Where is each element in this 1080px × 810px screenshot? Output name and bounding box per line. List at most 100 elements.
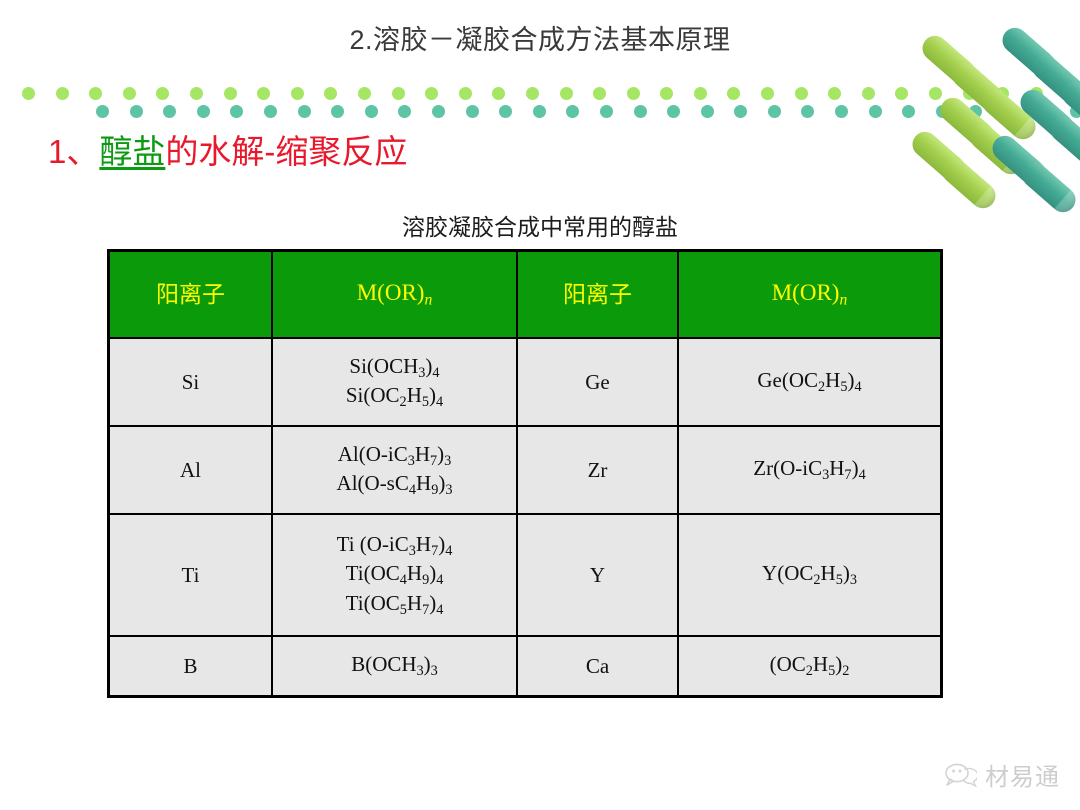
column-header-formula-label: M(OR)n	[771, 280, 848, 308]
decorative-dot	[835, 105, 849, 118]
decorative-capsule	[977, 84, 1041, 145]
decorative-dot	[492, 87, 506, 100]
formula-line: Ti(OC4H9)4	[345, 561, 444, 589]
decorative-dot	[263, 105, 277, 118]
decorative-dot	[89, 87, 103, 100]
decorative-dot	[1029, 87, 1043, 100]
decorative-dot	[996, 87, 1010, 100]
decorative-dot	[566, 105, 580, 118]
dot-row-lower	[96, 105, 1080, 118]
formula-line: Ti(OC5H7)4	[345, 590, 444, 618]
table-row: Ti Ti (O-iC3H7)4 Ti(OC4H9)4 Ti(OC5H7)4 Y Y(OC…	[107, 513, 943, 637]
decorative-dot	[22, 87, 35, 100]
table-header-row: 阳离子 M(OR)n 阳离子 M(OR)n	[107, 249, 943, 339]
decorative-dot	[499, 105, 513, 118]
decorative-dot	[189, 87, 203, 100]
decorative-dot	[223, 87, 237, 100]
table-caption: 溶胶凝胶合成中常用的醇盐	[402, 214, 678, 240]
decorative-dot	[398, 105, 412, 118]
decorative-dot	[532, 105, 546, 118]
formula-line: Y(OC2H5)3	[762, 561, 857, 589]
formula-line: Al(O-iC3H7)3	[337, 441, 452, 469]
decorative-capsule	[1027, 49, 1080, 110]
decorative-dot	[559, 87, 573, 100]
decorative-dot	[324, 87, 338, 100]
decorative-dot	[129, 105, 143, 118]
formula-line: Zr(O-iC3H7)4	[753, 456, 866, 484]
alkoxide-table: 阳离子 M(OR)n 阳离子 M(OR)n Si Si(OCH3)4 Si(OC2H…	[107, 249, 943, 698]
decorative-dot	[122, 87, 136, 100]
column-header-formula-1: M(OR)n	[271, 249, 518, 339]
cell-formula-2: Y(OC2H5)3	[677, 513, 943, 637]
decorative-dot	[297, 105, 311, 118]
decorative-dot	[156, 87, 170, 100]
column-header-formula-label: M(OR)n	[356, 280, 433, 308]
decorative-dot	[290, 87, 304, 100]
cell-cation-2: Ca	[516, 635, 679, 698]
column-header-cation-2: 阳离子	[516, 249, 679, 339]
formula-base: M(OR)	[771, 280, 840, 306]
cell-formula-1: Al(O-iC3H7)3 Al(O-sC4H9)3	[271, 425, 518, 515]
decorative-capsule	[1057, 76, 1080, 137]
watermark-text: 材易通	[985, 764, 1060, 791]
formula-subscript: n	[839, 291, 848, 309]
decorative-dot	[196, 105, 210, 118]
dot-row-upper	[22, 87, 1080, 100]
decorative-dot	[1063, 87, 1077, 100]
formula-base: M(OR)	[356, 280, 425, 306]
table-header: 阳离子 M(OR)n 阳离子 M(OR)n	[107, 249, 943, 339]
decorative-dot	[801, 105, 815, 118]
table-row: B B(OCH3)3 Ca (OC2H5)2	[107, 635, 943, 698]
formula-line: (OC2H5)2	[769, 652, 850, 680]
decorative-dot	[163, 105, 177, 118]
decorative-dot	[257, 87, 271, 100]
cell-formula-1: Ti (O-iC3H7)4 Ti(OC4H9)4 Ti(OC5H7)4	[271, 513, 518, 637]
decorative-dot	[929, 87, 943, 100]
decorative-capsule	[965, 119, 1029, 180]
decorative-dot	[828, 87, 842, 100]
decorative-dot	[431, 105, 445, 118]
decorative-dot	[357, 87, 371, 100]
decorative-dot	[626, 87, 640, 100]
column-header-formula-2: M(OR)n	[677, 249, 943, 339]
decorative-dot	[391, 87, 405, 100]
decorative-dot	[331, 105, 345, 118]
decorative-capsule	[947, 57, 1011, 118]
section-heading-suffix: 的水解-缩聚反应	[165, 133, 408, 170]
decorative-dot	[660, 87, 674, 100]
formula-subscript: n	[424, 291, 433, 309]
cell-cation-2: Y	[516, 513, 679, 637]
section-heading: 1、醇盐的水解-缩聚反应	[48, 125, 407, 173]
decorative-dot	[633, 105, 647, 118]
decorative-dot	[593, 87, 607, 100]
table-body: Si Si(OCH3)4 Si(OC2H5)4 Ge Ge(OC2H5)4 Al Al(O-…	[107, 337, 943, 698]
decorative-dot	[465, 105, 479, 118]
decorative-dot	[761, 87, 775, 100]
cell-cation-2: Ge	[516, 337, 679, 427]
decorative-dot	[794, 87, 808, 100]
formula-line: B(OCH3)3	[351, 652, 438, 680]
formula-line: Ti (O-iC3H7)4	[336, 532, 453, 560]
decorative-dot	[935, 105, 949, 118]
decorative-dot	[1070, 105, 1080, 118]
decorative-dot	[525, 87, 539, 100]
table-row: Si Si(OCH3)4 Si(OC2H5)4 Ge Ge(OC2H5)4	[107, 337, 943, 427]
decorative-dot	[425, 87, 439, 100]
wechat-icon	[945, 762, 977, 788]
column-header-label: 阳离子	[156, 281, 225, 307]
decorative-dot	[861, 87, 875, 100]
formula-line: Si(OCH3)4	[349, 353, 440, 381]
decorative-capsule	[1045, 111, 1080, 172]
decorative-dot	[1003, 105, 1017, 118]
cell-cation-1: Al	[107, 425, 273, 515]
cell-cation-2: Zr	[516, 425, 679, 515]
decorative-dot	[895, 87, 909, 100]
cell-formula-2: Ge(OC2H5)4	[677, 337, 943, 427]
decorative-dot	[902, 105, 916, 118]
decorative-dot	[767, 105, 781, 118]
column-header-cation-1: 阳离子	[107, 249, 273, 339]
decorative-dot	[969, 105, 983, 118]
decorative-capsule	[937, 153, 1001, 214]
decorative-dot	[458, 87, 472, 100]
decorative-dot	[599, 105, 613, 118]
